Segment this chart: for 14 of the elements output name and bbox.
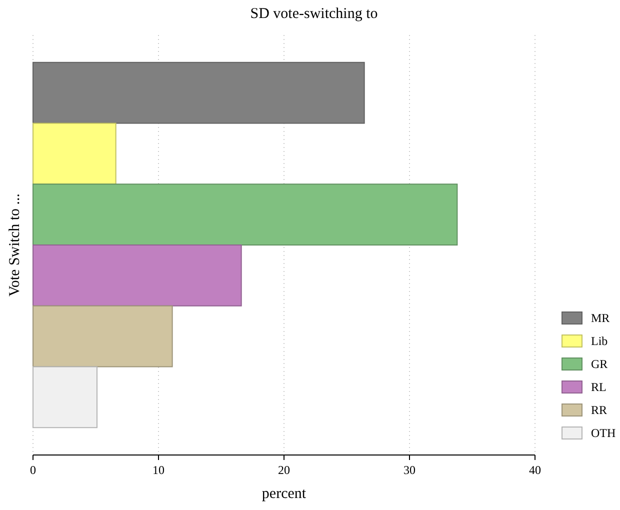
x-tick-label: 0 [30,463,36,477]
legend-label: OTH [591,426,616,440]
chart-title: SD vote-switching to [250,6,378,22]
x-tick-label: 40 [529,463,541,477]
legend-label: GR [591,357,608,371]
x-tick-label: 10 [152,463,164,477]
x-tick-label: 30 [404,463,416,477]
x-tick-label: 20 [278,463,290,477]
y-axis-title: Vote Switch to ... [7,193,23,297]
legend-label: RR [591,403,608,417]
x-axis-title: percent [262,486,307,502]
legend-label: RL [591,380,606,394]
legend-label: MR [591,311,610,325]
legend-label: Lib [591,334,608,348]
